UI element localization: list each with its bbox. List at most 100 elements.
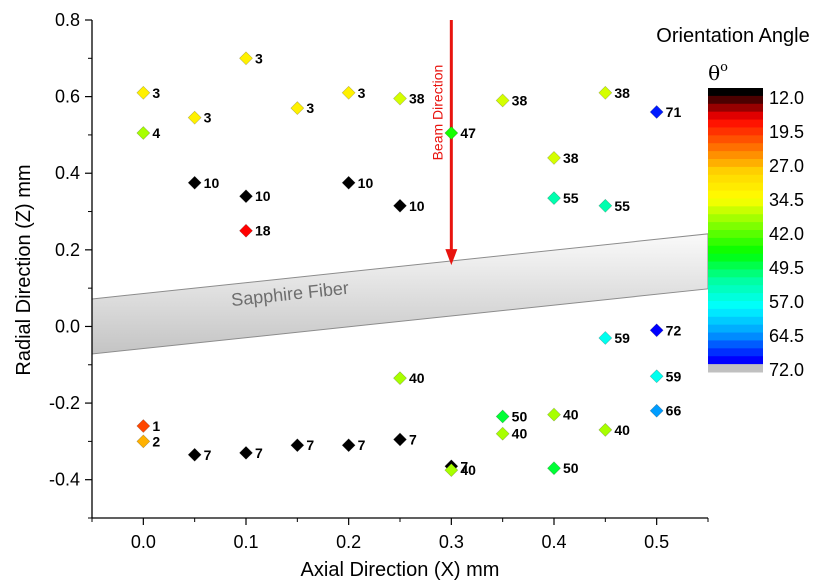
beam-label: Beam Direction (429, 65, 445, 161)
data-point (393, 91, 407, 106)
data-point-label: 10 (255, 188, 271, 204)
colorbar-tick-label: 27.0 (769, 156, 804, 176)
data-point-label: 3 (255, 50, 263, 66)
colorbar-segment (708, 198, 763, 207)
data-point (495, 426, 510, 441)
data-point-label: 7 (306, 437, 314, 453)
data-point (187, 110, 202, 125)
data-point (547, 150, 561, 165)
y-tick-label: 0.0 (55, 316, 80, 336)
data-point (495, 409, 510, 424)
colorbar: Orientation Angle θo 12.0 19.5 27.0 34.5 42.… (656, 25, 809, 380)
data-point (547, 461, 561, 476)
data-point-label: 40 (563, 407, 579, 423)
data-point-label: 10 (358, 175, 374, 191)
data-point (341, 438, 356, 453)
data-point (239, 223, 253, 238)
colorbar-tick-label: 34.5 (769, 190, 804, 210)
data-point (136, 85, 151, 100)
data-point-label: 40 (512, 426, 528, 442)
colorbar-segment (708, 206, 763, 215)
colorbar-segment (708, 332, 763, 341)
colorbar-segment (708, 324, 763, 334)
colorbar-segment (708, 119, 763, 128)
colorbar-segment (708, 143, 763, 152)
data-point-label: 3 (306, 100, 314, 116)
colorbar-segment (708, 293, 763, 302)
x-tick-label: 0.5 (644, 532, 669, 552)
colorbar-tick-label: 19.5 (769, 122, 804, 142)
colorbar-segment (708, 285, 763, 294)
data-point (598, 85, 613, 100)
colorbar-segment (708, 253, 763, 263)
colorbar-segment (708, 277, 763, 286)
data-point-label: 18 (255, 223, 271, 239)
data-point (649, 369, 664, 384)
data-point (598, 422, 613, 437)
beam-arrowhead (445, 249, 458, 266)
data-point-label: 55 (563, 190, 579, 206)
y-tick-label: -0.4 (49, 470, 80, 490)
data-point-label: 71 (666, 104, 682, 120)
x-tick-label: 0.3 (439, 532, 464, 552)
data-point (444, 463, 459, 478)
data-point (393, 371, 407, 386)
axis-ticks: 0.0 0.1 0.2 0.3 0.4 0.5 0.8 0.6 0.4 0.2 0.0 -0.2 -0.… (49, 10, 709, 552)
data-point (495, 93, 510, 108)
colorbar-segment (708, 190, 763, 199)
colorbar-segment (708, 174, 763, 184)
data-point-label: 59 (666, 368, 682, 384)
y-tick-label: -0.2 (49, 393, 80, 413)
data-point-label: 7 (409, 431, 417, 447)
data-point (393, 432, 407, 447)
colorbar-segment (708, 245, 763, 255)
colorbar-segment (708, 127, 763, 136)
data-point-label: 38 (563, 150, 579, 166)
x-tick-label: 0.0 (131, 532, 156, 552)
data-point-label: 38 (409, 91, 425, 107)
colorbar-segment (708, 159, 763, 168)
colorbar-segment (708, 230, 763, 239)
data-point (393, 198, 407, 213)
colorbar-segment (708, 103, 763, 113)
data-point (444, 126, 459, 140)
data-point-label: 47 (460, 125, 476, 141)
y-tick-label: 0.8 (55, 10, 80, 30)
colorbar-segment (708, 308, 763, 318)
data-point-label: 59 (614, 330, 630, 346)
data-point (598, 331, 613, 345)
sapphire-fiber: Sapphire Fiber (91, 233, 709, 355)
data-point-label: 40 (409, 370, 425, 386)
colorbar-tick-label: 42.0 (769, 224, 804, 244)
y-tick-label: 0.4 (55, 163, 80, 183)
data-point (239, 51, 253, 66)
data-point (136, 434, 151, 449)
data-point-label: 40 (460, 462, 476, 478)
data-point (290, 438, 305, 453)
data-point (341, 85, 356, 100)
colorbar-segment (708, 222, 763, 231)
data-point-label: 4 (152, 125, 160, 141)
colorbar-tick-label: 64.5 (769, 326, 804, 346)
data-point-label: 7 (358, 437, 366, 453)
data-point (547, 407, 561, 422)
colorbar-segment (708, 95, 763, 105)
colorbar-segment (708, 237, 763, 247)
colorbar-segment (708, 166, 763, 176)
data-point-label: 3 (152, 85, 160, 101)
data-point-label: 38 (512, 92, 528, 108)
colorbar-segment (708, 88, 763, 97)
colorbar-tick-label: 49.5 (769, 258, 804, 278)
data-point-label: 7 (204, 447, 212, 463)
colorbar-unit: θo (708, 60, 728, 85)
data-point (598, 198, 613, 213)
x-tick-label: 0.1 (233, 532, 258, 552)
data-point-label: 72 (666, 322, 682, 338)
data-point (649, 323, 664, 338)
data-point (649, 105, 664, 119)
data-point-label: 50 (563, 460, 579, 476)
colorbar-segment (708, 340, 763, 349)
data-point-label: 3 (358, 85, 366, 101)
data-point-label: 1 (152, 418, 160, 434)
